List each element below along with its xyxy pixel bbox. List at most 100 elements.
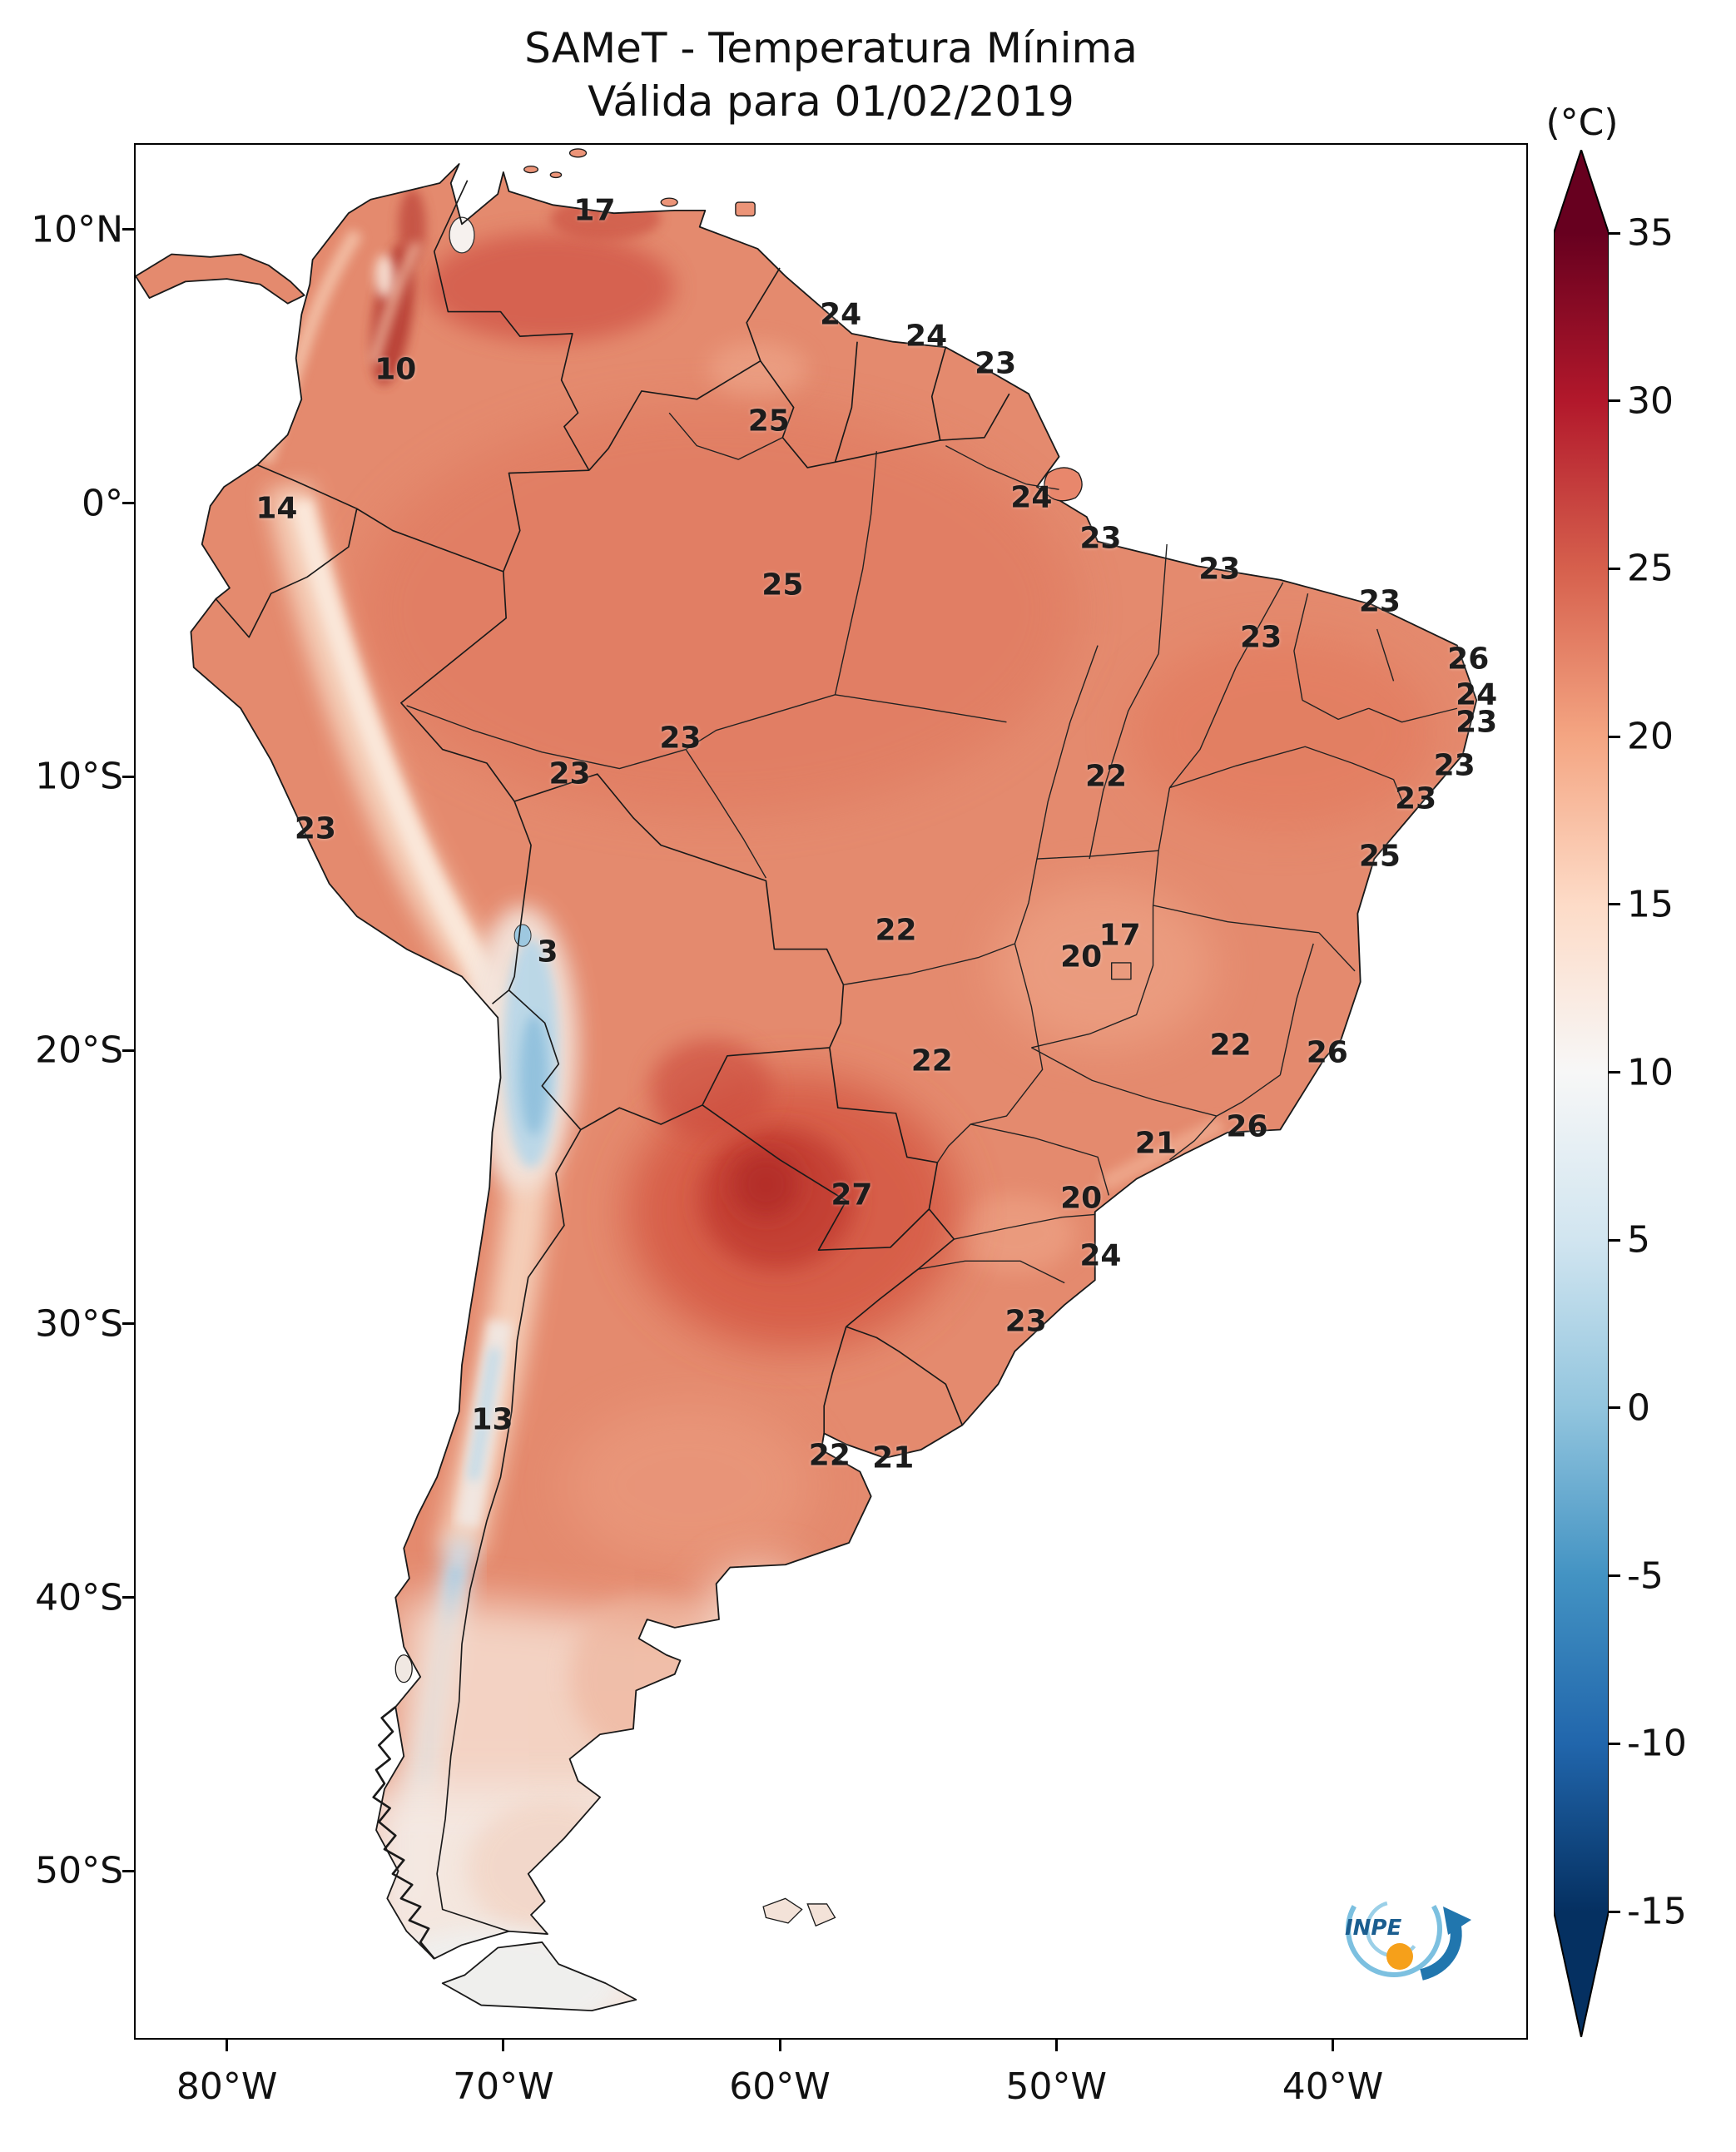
temp-value-label: 25	[1358, 839, 1401, 874]
colorbar-tick-label: 35	[1627, 211, 1674, 255]
temp-value-label: 10	[374, 352, 417, 387]
colorbar-tick-label: -15	[1627, 1890, 1687, 1933]
lat-tick-label: 40°S	[35, 1576, 123, 1619]
colorbar-tick-label: 10	[1627, 1051, 1674, 1093]
temp-value-label: 20	[1060, 1181, 1103, 1216]
axis-tick-mark	[122, 228, 134, 231]
logo-orange-dot	[1386, 1943, 1413, 1970]
axis-tick-mark	[778, 2040, 781, 2051]
colorbar-tick-label: 5	[1627, 1218, 1650, 1262]
temp-value-label: 24	[1456, 677, 1498, 712]
logo-arrow-head	[1443, 1907, 1471, 1935]
temp-value-label: 17	[1099, 918, 1141, 953]
map-subtitle: Válida para 01/02/2019	[588, 77, 1074, 126]
temp-value-label: 3	[537, 935, 558, 969]
colorbar-unit-label: (°C)	[1545, 102, 1619, 144]
coastline	[136, 163, 1478, 2012]
south-america-map	[136, 148, 1478, 2012]
temp-value-label: 22	[1209, 1028, 1252, 1063]
colorbar-tick-mark	[1609, 1574, 1620, 1578]
lat-tick-label: 0°	[82, 482, 123, 525]
temp-value-label: 17	[573, 193, 616, 228]
island-bonaire	[549, 171, 563, 179]
inpe-logo-text: INPE	[1345, 1916, 1401, 1941]
colorbar-tick-mark	[1609, 231, 1620, 235]
colorbar-tick-label: 20	[1627, 715, 1674, 758]
temp-value-label: 26	[1306, 1035, 1348, 1070]
temp-value-label: 23	[294, 811, 336, 846]
temp-value-label: 23	[1079, 521, 1122, 556]
temp-value-label: 23	[1456, 705, 1498, 740]
temp-value-label: 22	[1084, 759, 1128, 794]
colorbar-tick-mark	[1609, 1742, 1620, 1745]
lon-tick-label: 80°W	[176, 2065, 278, 2108]
axis-tick-mark	[122, 1322, 134, 1326]
island-marajo	[1044, 467, 1083, 502]
axis-tick-mark	[226, 2040, 229, 2051]
logo-arrow-shaft	[1419, 1921, 1462, 1981]
lon-tick-label: 40°W	[1282, 2065, 1384, 2108]
temp-value-label: 13	[471, 1402, 513, 1437]
temp-value-label: 27	[831, 1178, 873, 1212]
temp-value-label: 23	[1004, 1304, 1047, 1339]
lat-tick-label: 30°S	[35, 1302, 123, 1346]
temp-value-label: 25	[761, 568, 804, 602]
temp-value-label: 23	[548, 756, 591, 791]
colorbar-tick-mark	[1609, 1910, 1620, 1913]
island-margarita	[660, 197, 678, 207]
temp-value-label: 23	[659, 721, 702, 756]
temp-value-label: 23	[1198, 552, 1241, 587]
colorbar-tick-label: 0	[1627, 1386, 1650, 1430]
temp-value-label: 26	[1447, 642, 1490, 677]
colorbar-tick-label: -10	[1627, 1722, 1687, 1765]
colorbar-tick-mark	[1609, 735, 1620, 738]
island-los-roques	[568, 148, 588, 158]
temp-value-label: 24	[1010, 480, 1053, 515]
temp-value-label: 21	[1134, 1126, 1177, 1161]
temp-value-label: 23	[1433, 748, 1476, 783]
temp-value-label: 21	[872, 1440, 915, 1475]
map-plot-area: INPE	[134, 143, 1528, 2040]
colorbar-tick-label: -5	[1627, 1554, 1664, 1598]
colorbar-tick-mark	[1609, 903, 1620, 906]
lake-maracaibo	[449, 216, 475, 254]
colorbar	[1554, 150, 1609, 2037]
temp-value-label: 22	[875, 913, 917, 948]
island-falkland-west	[762, 1897, 803, 1924]
lat-tick-label: 10°N	[31, 208, 123, 251]
islands	[394, 148, 1083, 1927]
colorbar-tick-mark	[1609, 1238, 1620, 1242]
colorbar-tick-mark	[1609, 1071, 1620, 1074]
axis-tick-mark	[502, 2040, 505, 2051]
lat-tick-label: 20°S	[35, 1029, 123, 1072]
temp-value-label: 22	[910, 1044, 953, 1078]
lon-tick-label: 50°W	[1005, 2065, 1107, 2108]
axis-tick-mark	[122, 502, 134, 505]
island-trinidad	[735, 201, 756, 217]
colorbar-tick-mark	[1609, 399, 1620, 403]
colorbar-tick-label: 30	[1627, 379, 1674, 423]
colorbar-tick-label: 25	[1627, 547, 1674, 590]
temp-value-label: 23	[1240, 620, 1282, 655]
temp-value-label: 23	[975, 346, 1017, 381]
temp-value-label: 24	[905, 319, 948, 354]
axis-tick-mark	[1054, 2040, 1058, 2051]
axis-tick-mark	[122, 1049, 134, 1052]
temp-value-label: 25	[747, 404, 790, 439]
temp-value-label: 23	[1395, 781, 1437, 816]
temp-value-label: 14	[255, 491, 298, 526]
map-title: SAMeT - Temperatura Mínima	[524, 24, 1138, 72]
lat-tick-label: 50°S	[35, 1849, 123, 1892]
island-chiloe	[394, 1654, 413, 1683]
figure-title-block: SAMeT - Temperatura Mínima Válida para 0…	[136, 22, 1526, 128]
axis-tick-mark	[1331, 2040, 1334, 2051]
lake-titicaca	[513, 924, 532, 947]
colorbar-tick-mark	[1609, 1406, 1620, 1410]
temp-value-label: 23	[1358, 584, 1401, 619]
temp-value-label: 24	[820, 297, 862, 332]
temp-value-label: 20	[1060, 940, 1103, 974]
temp-value-label: 26	[1226, 1109, 1268, 1144]
colorbar-gradient	[1554, 150, 1609, 2037]
inpe-logo: INPE	[1323, 1858, 1490, 2000]
